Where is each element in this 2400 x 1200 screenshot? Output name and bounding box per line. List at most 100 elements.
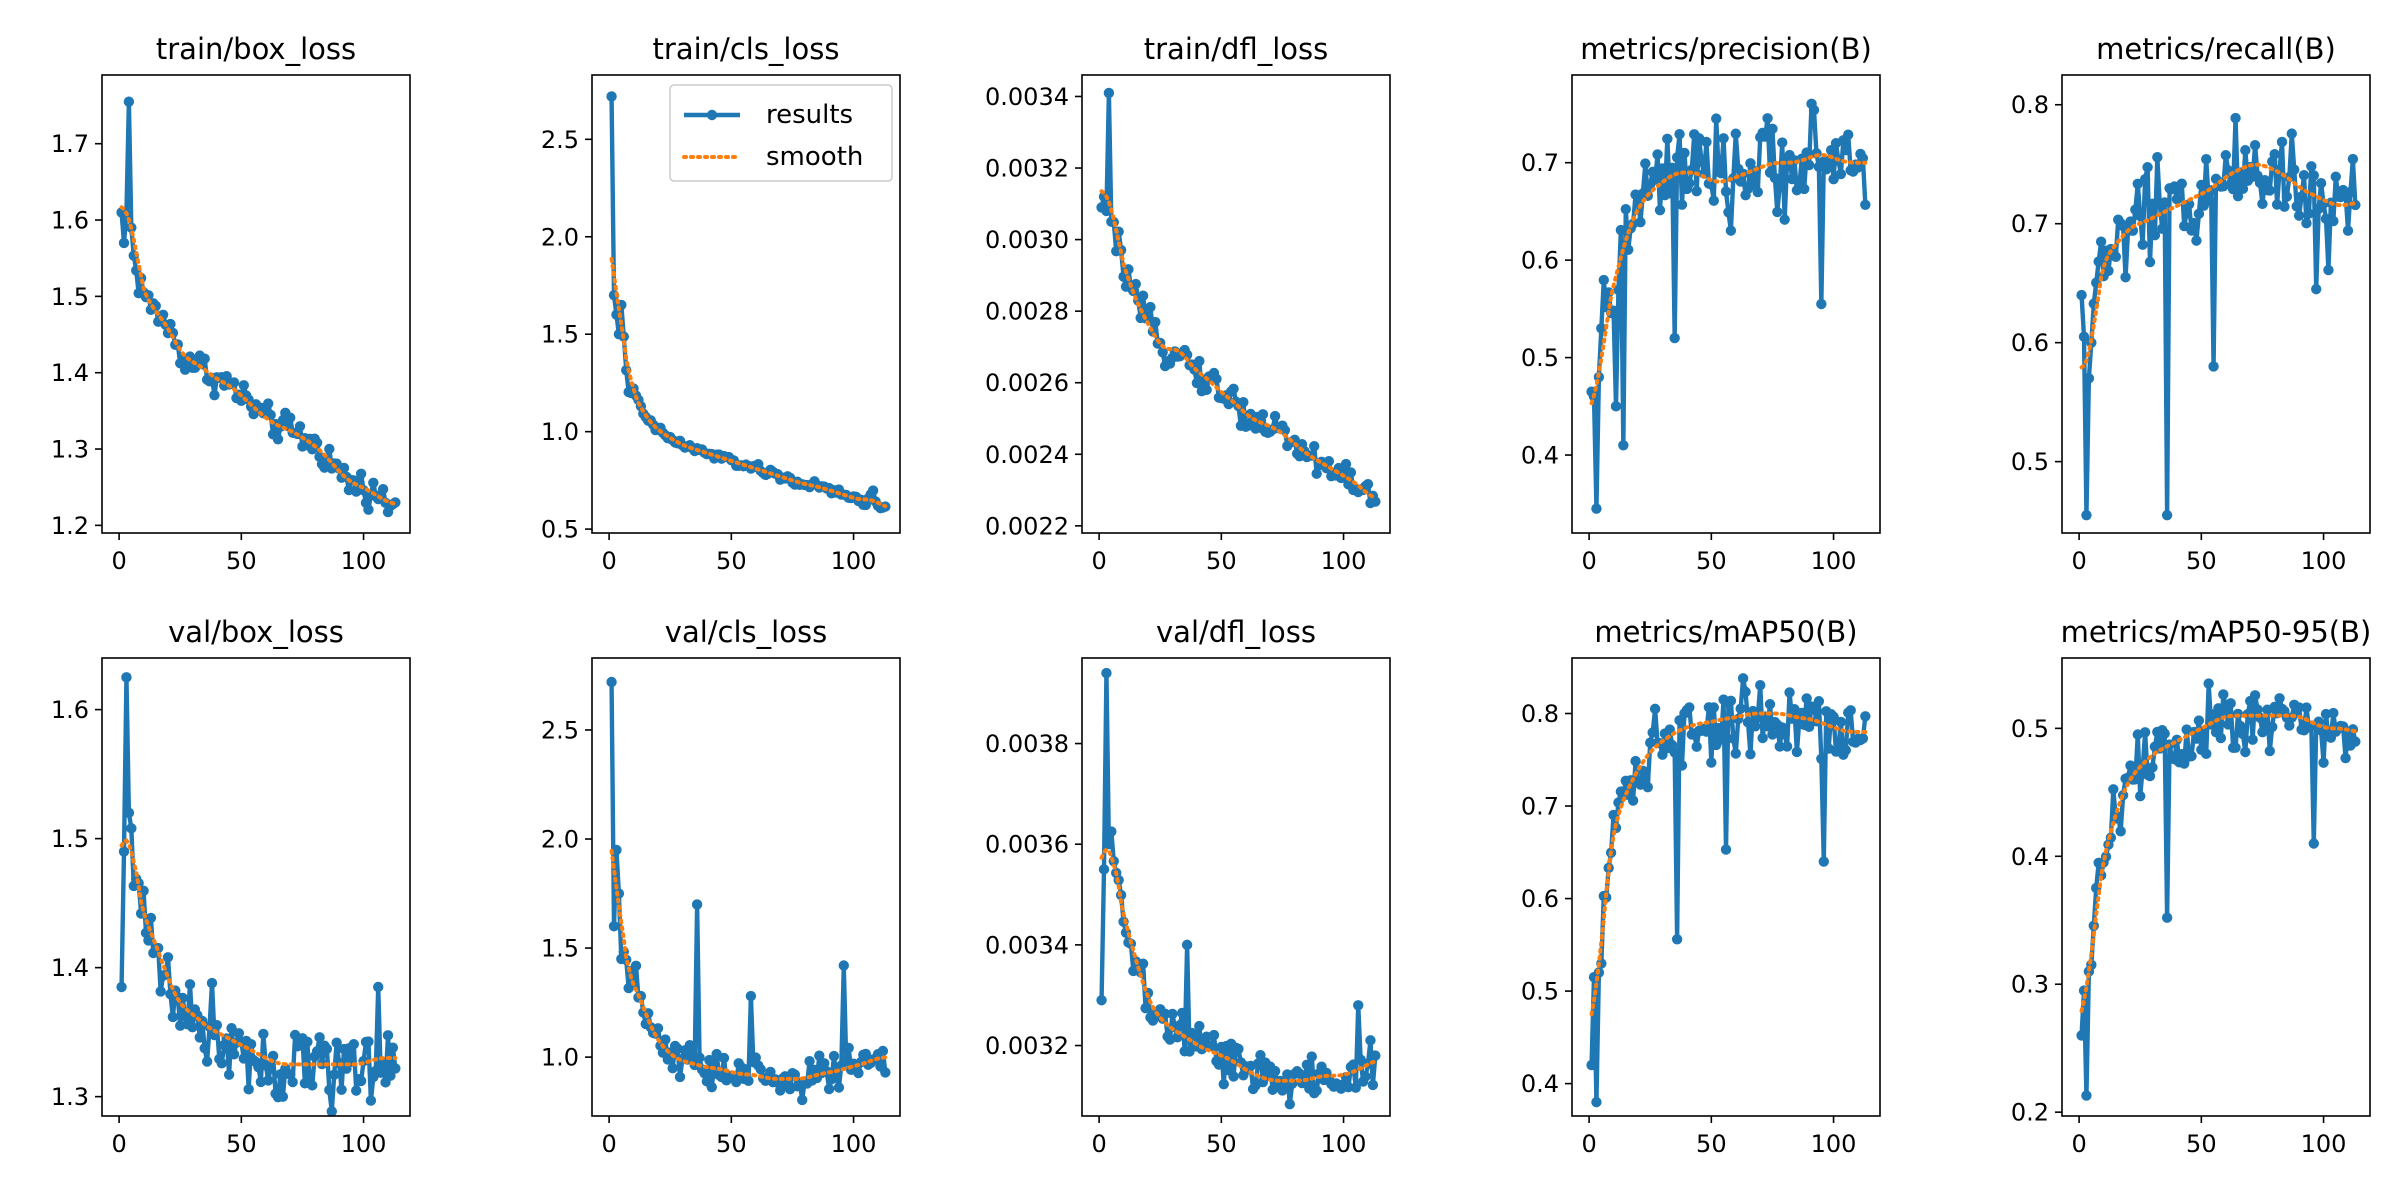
results-point (1715, 167, 1727, 179)
results-point (1311, 1085, 1322, 1096)
results-point (1676, 760, 1688, 771)
results-point (201, 1056, 213, 1067)
results-point (2289, 164, 2300, 175)
results-point (285, 412, 296, 423)
results-point (1860, 199, 1871, 210)
results-point (819, 1058, 830, 1069)
results-point (1610, 401, 1622, 412)
results-point (1679, 147, 1690, 159)
results-point (2076, 1030, 2087, 1041)
results-point (1740, 686, 1751, 698)
results-point (377, 1059, 389, 1070)
results-point (1784, 687, 1795, 698)
results-point (1640, 158, 1651, 169)
results-point (2301, 218, 2312, 229)
results-point (307, 1080, 318, 1091)
results-point (1840, 744, 1851, 756)
results-point (2237, 728, 2249, 740)
results-point (1189, 1028, 1200, 1040)
results-point (1647, 727, 1658, 738)
results-point (2328, 707, 2339, 719)
results-point (2311, 283, 2322, 295)
results-point (209, 389, 220, 401)
results-point (2264, 745, 2275, 757)
results-point (1696, 156, 1707, 167)
results-point (611, 844, 622, 856)
results-point (1306, 1051, 1317, 1062)
results-point (326, 1106, 337, 1116)
results-point (118, 846, 130, 857)
results-point (363, 504, 374, 515)
subplot-9: metrics/mAP50-95(B) 0 50 100 0.2 0.3 0.4 0.5 (2011, 615, 2371, 1158)
results-point (2323, 264, 2334, 276)
results-point (2230, 112, 2241, 124)
x-tick-label: 50 (2186, 547, 2217, 575)
results-point (2345, 186, 2356, 198)
x-tick-label: 100 (1811, 547, 1857, 575)
results-point (1177, 1007, 1188, 1019)
y-tick-label: 0.8 (1521, 700, 1559, 728)
results-point (2147, 198, 2158, 210)
results-point (1596, 323, 1607, 334)
results-point (2284, 720, 2295, 731)
results-point (877, 1045, 889, 1057)
results-point (1701, 726, 1712, 737)
results-point (123, 96, 135, 107)
y-tick-label: 0.0032 (985, 1032, 1069, 1060)
results-point (2161, 912, 2173, 923)
results-point (1649, 703, 1661, 715)
results-point (853, 1067, 864, 1079)
results-point (1762, 113, 1773, 124)
results-point (1676, 199, 1688, 210)
results-point (1816, 298, 1827, 310)
results-point (1101, 667, 1112, 679)
results-point (228, 1049, 240, 1060)
results-point (2215, 732, 2227, 744)
results-point (823, 1083, 835, 1095)
subplot-title: val/box_loss (168, 615, 344, 649)
results-point (118, 237, 130, 249)
results-point (238, 1053, 249, 1064)
subplot-3: metrics/precision(B) 0 50 100 0.4 0.5 0.6 0.7 (1521, 32, 1881, 575)
results-point (1101, 205, 1112, 217)
results-point (1779, 729, 1790, 740)
results-point (2269, 149, 2280, 160)
results-point (2135, 210, 2146, 222)
results-point (1591, 1096, 1602, 1108)
results-point (287, 1076, 298, 1088)
results-point (2127, 225, 2139, 236)
subplot-title: metrics/mAP50-95(B) (2061, 615, 2372, 649)
results-point (2267, 721, 2278, 733)
y-tick-label: 2.0 (541, 223, 579, 251)
results-point (302, 1036, 313, 1048)
x-tick-label: 0 (1581, 547, 1596, 575)
y-tick-label: 1.3 (51, 436, 89, 464)
results-point (1779, 214, 1790, 225)
results-point (2193, 208, 2205, 220)
smooth-line (2079, 713, 2358, 1013)
results-point (1757, 732, 1768, 744)
x-tick-label: 100 (1321, 547, 1367, 575)
subplot-2: train/dfl_loss 0 50 100 0.0022 0.0024 0.0026 0.… (985, 32, 1391, 575)
results-point (2159, 728, 2170, 739)
x-tick-label: 100 (2301, 547, 2347, 575)
results-point (368, 477, 379, 488)
results-point (126, 823, 137, 834)
results-point (1174, 1020, 1185, 1031)
results-point (1649, 174, 1661, 185)
results-point (1791, 746, 1803, 758)
results-point (1172, 1032, 1183, 1043)
results-point (1781, 741, 1793, 752)
results-point (385, 1070, 396, 1081)
results-point (1718, 133, 1729, 144)
results-point (2237, 183, 2249, 195)
x-tick-label: 50 (226, 1130, 257, 1158)
results-point (1852, 162, 1864, 173)
subplot-8: metrics/mAP50(B) 0 50 100 0.4 0.5 0.6 0.7 0.8 (1521, 615, 1881, 1158)
results-point (2247, 734, 2258, 745)
results-point (2203, 194, 2214, 206)
results-point (699, 1067, 710, 1079)
x-tick-label: 0 (111, 547, 126, 575)
results-point (2286, 128, 2297, 139)
